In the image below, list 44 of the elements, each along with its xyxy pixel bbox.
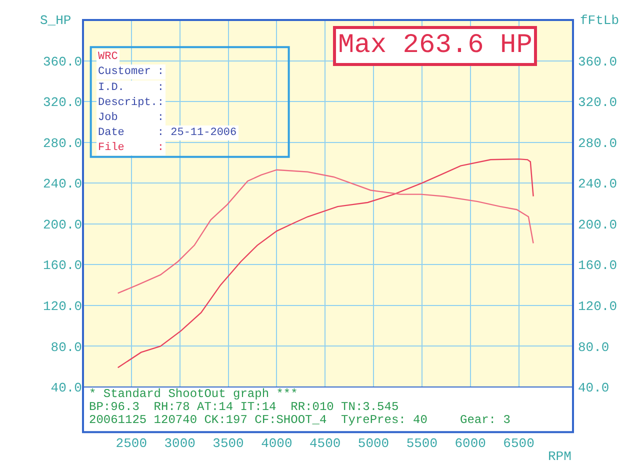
text: * Standard ShootOut graph *** (89, 387, 298, 401)
y2-tick-label: 240.0 (578, 176, 618, 192)
y-tick-label: 80.0 (50, 340, 82, 355)
annotation: Descript.: (98, 97, 164, 109)
x-tick-label: 2500 (116, 436, 148, 451)
x-tick-label: 5000 (358, 436, 390, 451)
y2-tick-label: 160.0 (578, 258, 618, 274)
x-axis-title: RPM (548, 449, 572, 464)
x-tick-label: 6000 (454, 436, 486, 451)
annotation: Max 263.6 HP (338, 31, 532, 61)
x-tick-label: 6500 (503, 436, 534, 451)
line-series (117, 169, 534, 294)
y2-tick-label: 320.0 (578, 95, 618, 110)
annotation: Job : (98, 112, 164, 124)
x-tick-label: 4500 (309, 436, 341, 451)
annotation: Date : 25-11-2006 (98, 127, 237, 139)
y-tick-label: 160.0 (42, 258, 82, 274)
y-axis-title: S_HP (40, 13, 72, 28)
line-series (117, 158, 534, 368)
y-tick-label: 240.0 (42, 176, 82, 192)
annotation: WRC (98, 51, 118, 63)
x-tick-label: 5500 (406, 436, 438, 451)
text: 20061125 120740 CK:197 CF:SHOOT_4 TyrePres: 40 (89, 413, 428, 427)
annotation: Customer : (98, 66, 164, 78)
y2-tick-label: 200.0 (578, 217, 618, 232)
y2-tick-label: 120.0 (578, 298, 618, 314)
y-tick-label: 360.0 (42, 54, 82, 70)
x-tick-label: 3500 (212, 436, 244, 451)
annotation: I.D. : (98, 82, 164, 94)
y2-tick-label: 80.0 (578, 340, 610, 355)
annotation: File : (98, 142, 164, 154)
y-tick-label: 200.0 (42, 217, 82, 232)
x-tick-label: 4000 (261, 436, 292, 451)
text: Gear: 3 (460, 413, 510, 427)
y2-tick-label: 40.0 (578, 380, 610, 396)
y2-tick-label: 280.0 (578, 136, 618, 151)
y2-axis-title: fFtLb (580, 13, 620, 28)
y2-tick-label: 360.0 (578, 54, 618, 70)
y-tick-label: 280.0 (42, 136, 82, 151)
y-tick-label: 120.0 (42, 298, 82, 314)
y-tick-label: 40.0 (50, 380, 82, 396)
text: BP:96.3 RH:78 AT:14 IT:14 RR:010 TN:3.545 (89, 400, 399, 414)
y-tick-label: 320.0 (42, 95, 82, 110)
x-tick-label: 3000 (164, 436, 196, 451)
